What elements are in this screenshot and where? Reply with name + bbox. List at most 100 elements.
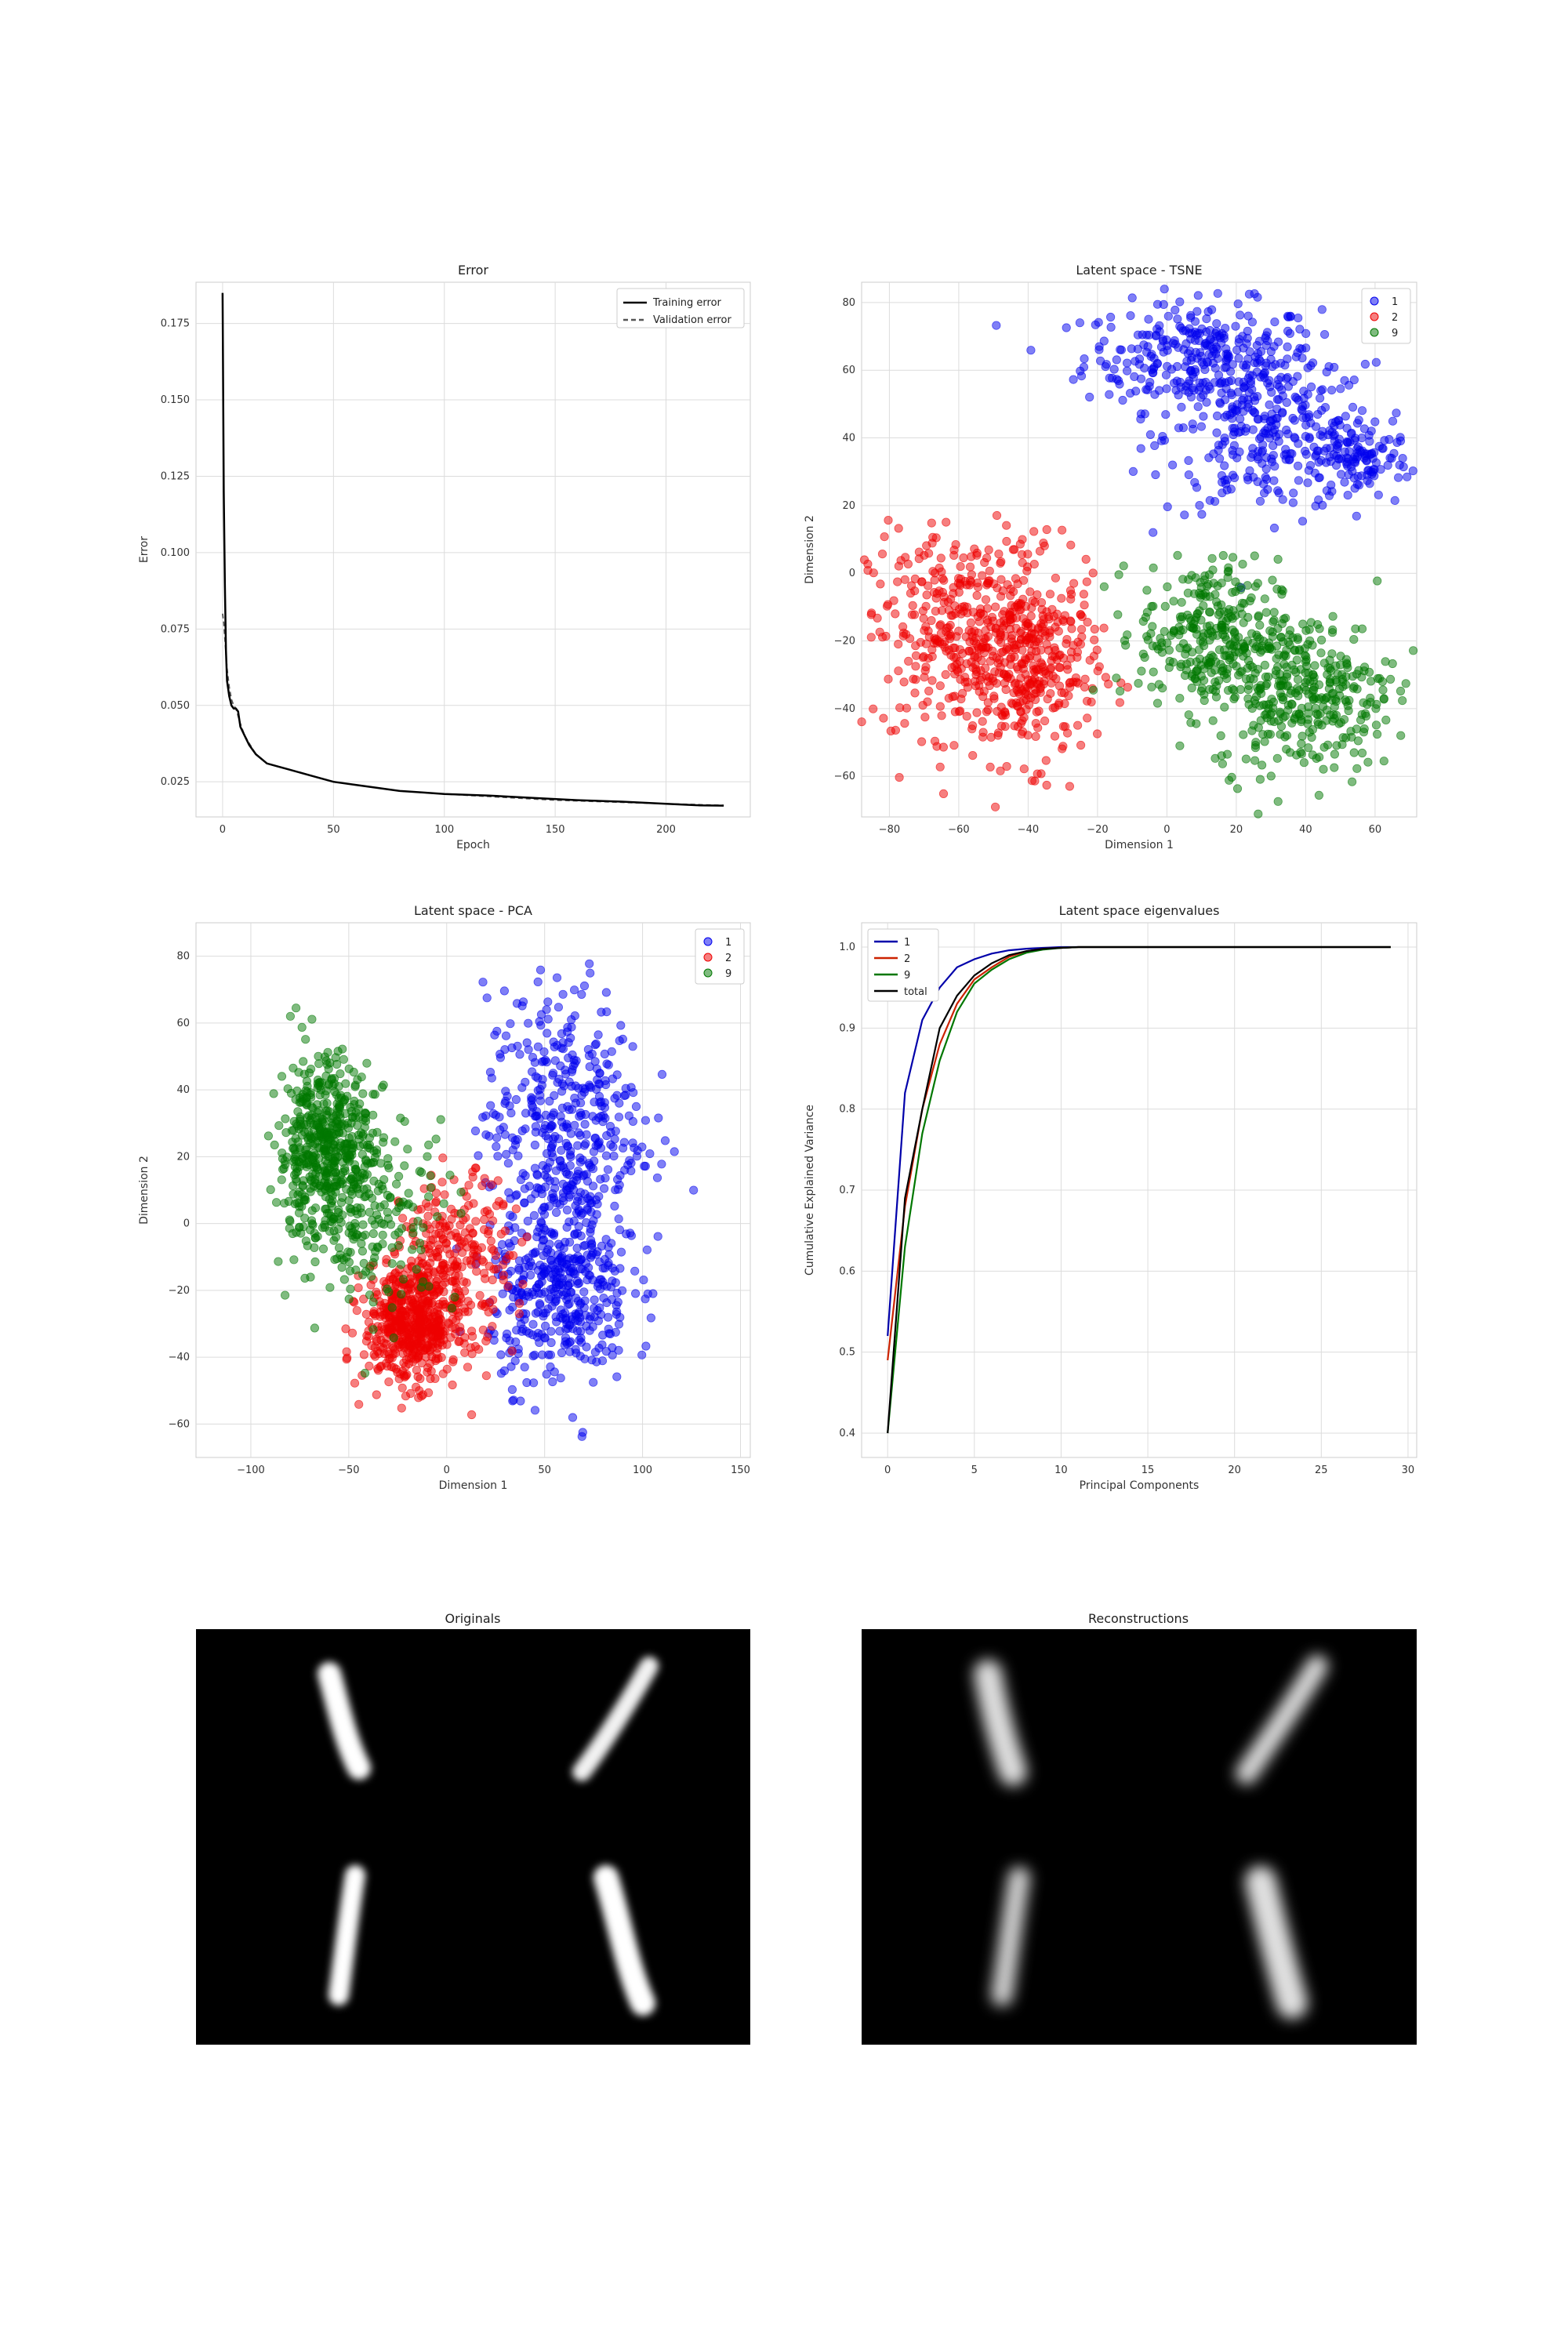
data-point xyxy=(305,1225,315,1235)
data-point xyxy=(558,1314,568,1323)
data-point xyxy=(616,1247,626,1257)
data-point xyxy=(1269,342,1279,351)
data-point xyxy=(582,1130,591,1139)
data-point xyxy=(1137,666,1146,676)
data-point xyxy=(1327,418,1338,428)
data-point xyxy=(391,1364,401,1374)
plot-area xyxy=(195,922,751,1458)
data-point xyxy=(959,553,968,563)
data-point xyxy=(303,1135,313,1145)
data-point xyxy=(608,1343,617,1352)
data-point xyxy=(1146,351,1156,361)
data-point xyxy=(536,1185,546,1194)
data-point xyxy=(641,1341,651,1351)
data-point xyxy=(1320,329,1330,339)
data-point xyxy=(546,1122,556,1131)
data-point xyxy=(1196,422,1207,431)
data-point xyxy=(1319,764,1328,774)
data-point xyxy=(1063,665,1073,674)
data-point xyxy=(1283,326,1293,336)
data-point xyxy=(1345,437,1355,447)
x-tick-label: 0 xyxy=(884,1465,891,1476)
data-point xyxy=(1164,662,1174,673)
data-point xyxy=(1348,777,1357,786)
data-point xyxy=(344,1258,354,1267)
data-point xyxy=(906,633,915,644)
data-point xyxy=(459,1287,470,1296)
data-point xyxy=(571,1098,581,1108)
data-point xyxy=(325,1195,334,1204)
data-point xyxy=(537,1218,546,1228)
data-point xyxy=(1040,541,1049,550)
data-point xyxy=(1175,321,1185,331)
data-point xyxy=(539,1250,548,1261)
data-point xyxy=(1283,342,1292,351)
data-point xyxy=(1396,433,1405,442)
x-tick-label: 10 xyxy=(1054,1465,1068,1476)
data-point xyxy=(503,1159,514,1168)
data-point xyxy=(601,1235,611,1244)
x-tick-label: 25 xyxy=(1315,1465,1328,1476)
data-point xyxy=(400,1161,409,1171)
data-point xyxy=(612,1307,622,1316)
data-point xyxy=(1269,717,1279,727)
data-point xyxy=(1109,365,1119,374)
data-point xyxy=(387,1259,397,1269)
plot-area xyxy=(195,281,751,818)
data-point xyxy=(884,515,893,525)
data-point xyxy=(1083,617,1092,627)
data-point xyxy=(1218,759,1228,768)
data-point xyxy=(958,688,967,699)
data-point xyxy=(1346,429,1356,439)
legend-label: 2 xyxy=(1392,312,1398,324)
data-point xyxy=(1148,641,1157,651)
data-point xyxy=(358,1130,368,1139)
data-point xyxy=(1142,608,1152,617)
data-point xyxy=(1216,731,1225,741)
data-point xyxy=(528,1330,538,1340)
y-tick-label: 0.6 xyxy=(839,1265,855,1277)
data-point xyxy=(1181,670,1190,681)
data-point xyxy=(598,1330,608,1340)
data-point xyxy=(365,1144,375,1153)
data-point xyxy=(1308,641,1317,650)
data-point xyxy=(551,1294,561,1304)
legend-label: Validation error xyxy=(653,314,731,326)
data-point xyxy=(1331,696,1341,706)
data-point xyxy=(1261,608,1271,617)
data-point xyxy=(1101,673,1111,682)
data-point xyxy=(568,1324,578,1334)
data-point xyxy=(442,1225,452,1236)
data-point xyxy=(1161,410,1171,419)
data-point xyxy=(1261,426,1270,436)
data-point xyxy=(1229,694,1239,704)
data-point xyxy=(1261,473,1270,482)
data-point xyxy=(949,652,959,662)
data-point xyxy=(1231,321,1240,331)
legend-marker xyxy=(1370,328,1379,337)
data-point xyxy=(1394,473,1403,482)
data-point xyxy=(1378,685,1388,695)
data-point xyxy=(1371,358,1381,367)
data-point xyxy=(324,1152,333,1162)
data-point xyxy=(935,586,944,596)
data-point xyxy=(1230,633,1240,643)
data-point xyxy=(416,1374,425,1384)
data-point xyxy=(378,1185,387,1194)
data-point xyxy=(474,1345,484,1354)
data-point xyxy=(1025,653,1034,663)
data-point xyxy=(1220,461,1229,470)
data-point xyxy=(1282,681,1291,691)
data-point xyxy=(1243,399,1254,408)
data-point xyxy=(1349,375,1359,385)
data-point xyxy=(1213,289,1222,298)
data-point xyxy=(474,1151,483,1160)
data-point xyxy=(548,1070,557,1080)
data-point xyxy=(1161,370,1171,379)
data-point xyxy=(362,1058,372,1068)
data-point xyxy=(628,1138,637,1148)
data-point xyxy=(1085,392,1094,402)
data-point xyxy=(931,533,941,543)
eigenvalues-chart: 0 5 10 15 20 25 300.40.50.60.70.80.91.0Latent … xyxy=(804,903,1417,1492)
data-point xyxy=(535,1261,545,1270)
